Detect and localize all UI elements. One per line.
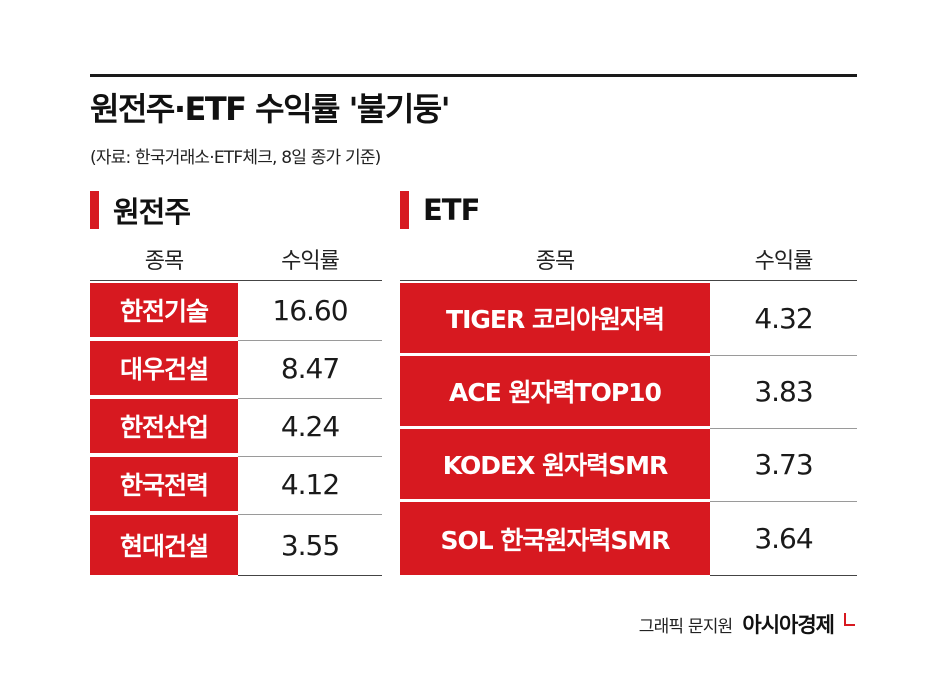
row-divider <box>710 355 857 356</box>
graphic-credit: 그래픽 문지원 <box>638 616 733 637</box>
page-title: 원전주·ETF 수익률 '불기둥' <box>90 90 451 128</box>
return-value-cell: 3.64 <box>754 522 813 555</box>
brand-logo-text: 아시아경제 <box>742 613 835 637</box>
row-divider <box>710 575 857 576</box>
header-rule <box>400 280 857 281</box>
return-value-cell: 16.60 <box>272 293 348 327</box>
column-header-return: 수익률 <box>754 249 814 274</box>
brand-mark-icon <box>844 612 855 626</box>
return-value-cell: 3.83 <box>754 374 813 408</box>
stock-name-cell: 한전기술 <box>90 283 238 337</box>
column-header-name: 종목 <box>144 249 184 274</box>
return-value-cell: 4.24 <box>280 409 340 443</box>
stock-name-cell: 한전산업 <box>90 399 238 453</box>
section-header-nuclear: 원전주 <box>90 190 191 230</box>
row-divider <box>710 428 857 429</box>
section-label: ETF <box>423 193 480 227</box>
row-divider <box>238 398 382 399</box>
column-header-return: 수익률 <box>281 249 340 274</box>
section-marker <box>90 191 99 229</box>
section-label: 원전주 <box>113 195 191 229</box>
row-divider <box>710 501 857 502</box>
section-marker <box>400 191 409 229</box>
source-note: (자료: 한국거래소·ETF체크, 8일 종가 기준) <box>90 148 381 168</box>
row-divider <box>238 575 382 576</box>
top-rule <box>90 74 857 77</box>
stock-name-cell: 한국전력 <box>90 457 238 511</box>
section-header-etf: ETF <box>400 190 480 230</box>
row-divider <box>238 340 382 341</box>
stock-name-cell: 현대건설 <box>90 515 238 575</box>
return-value-cell: 4.12 <box>280 467 340 501</box>
etf-name-cell: KODEX 원자력SMR <box>400 429 710 499</box>
etf-name-cell: ACE 원자력TOP10 <box>400 356 710 426</box>
return-value-cell: 3.55 <box>280 528 340 562</box>
row-divider <box>238 456 382 457</box>
return-value-cell: 8.47 <box>280 351 340 385</box>
return-value-cell: 4.32 <box>754 301 813 335</box>
etf-name-cell: SOL 한국원자력SMR <box>400 502 710 575</box>
stock-name-cell: 대우건설 <box>90 341 238 395</box>
column-header-name: 종목 <box>535 249 575 274</box>
row-divider <box>238 514 382 515</box>
credit-line: 그래픽 문지원 아시아경제 <box>639 609 855 639</box>
etf-name-cell: TIGER 코리아원자력 <box>400 283 710 353</box>
return-value-cell: 3.73 <box>754 447 813 481</box>
header-rule <box>90 280 382 281</box>
